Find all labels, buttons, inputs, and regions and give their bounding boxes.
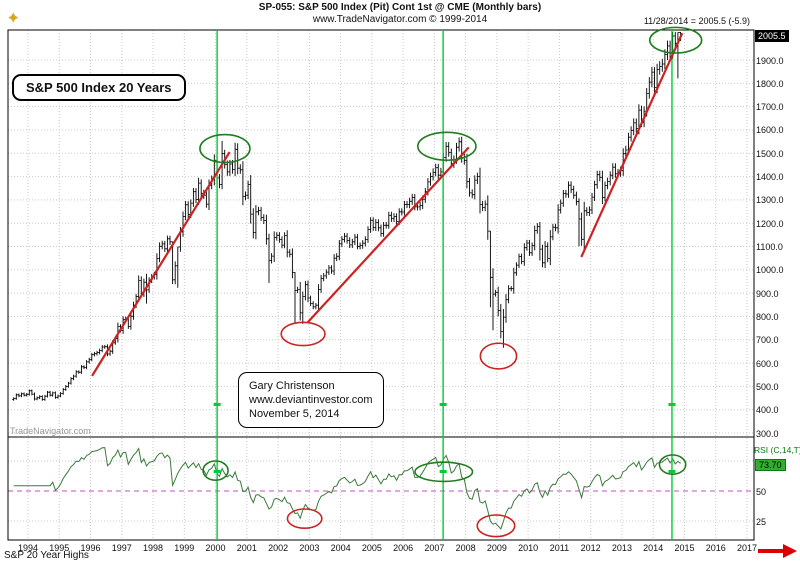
author-name: Gary Christenson	[249, 380, 335, 392]
price-axis-tick: 1100.0	[756, 242, 783, 252]
price-axis-tick: 1900.0	[756, 55, 784, 66]
time-axis-tick: 2010	[518, 543, 539, 553]
time-axis-tick: 2002	[268, 543, 289, 553]
time-axis-tick: 2012	[580, 543, 601, 553]
price-axis-tick: 500.0	[756, 381, 779, 392]
rsi-axis-tick: 50	[756, 486, 767, 497]
chart-title: SP-055: S&P 500 Index (Pit) Cont 1st @ C…	[258, 2, 542, 13]
last-price-badge: 2005.5	[755, 30, 789, 42]
time-axis-tick: 1995	[49, 543, 70, 553]
time-axis-tick: 2017	[736, 543, 757, 553]
price-axis-tick: 700.0	[756, 335, 779, 346]
time-axis-tick: 2003	[299, 543, 320, 553]
price-axis-tick: 900.0	[756, 288, 779, 299]
price-axis-tick: 1800.0	[756, 78, 784, 89]
rsi-indicator-label[interactable]: RSI (C,14,T)	[754, 445, 800, 455]
price-axis-tick: 1500.0	[756, 148, 784, 159]
price-axis-tick: 1200.0	[756, 218, 784, 229]
rsi-axis-tick: 25	[756, 516, 767, 527]
author-site: www.deviantinvestor.com	[249, 394, 373, 406]
time-axis-tick: 2004	[330, 543, 351, 553]
time-axis-tick: 2007	[424, 543, 445, 553]
time-axis-tick: 2016	[705, 543, 726, 553]
price-axis-tick: 1400.0	[756, 172, 784, 183]
time-axis-tick: 2005	[361, 543, 382, 553]
price-axis-tick: 300.0	[756, 428, 779, 439]
time-axis-tick: 1997	[111, 543, 132, 553]
time-axis-tick: 1994	[17, 543, 39, 553]
time-axis-tick: 2008	[455, 543, 476, 553]
price-axis-tick: 1300.0	[756, 195, 784, 206]
footer-label: S&P 20 Year Highs	[4, 550, 89, 561]
time-axis-tick: 2009	[486, 543, 507, 553]
author-annotation-box[interactable]: Gary Christenson www.deviantinvestor.com…	[238, 372, 384, 428]
trade-navigator-logo-icon[interactable]: ✦	[7, 10, 20, 27]
time-axis-tick: 2011	[549, 543, 570, 553]
time-axis-tick: 1999	[174, 543, 195, 553]
time-axis-tick: 1998	[143, 543, 164, 553]
time-axis-tick: 2014	[643, 543, 664, 553]
watermark: TradeNavigator.com	[10, 426, 91, 436]
time-axis-tick: 2006	[393, 543, 414, 553]
time-axis-tick: 2000	[205, 543, 226, 553]
author-date: November 5, 2014	[249, 408, 340, 420]
rsi-value-badge: 73.70	[755, 459, 786, 471]
time-axis-tick: 2015	[674, 543, 695, 553]
chart-subtitle: www.TradeNavigator.com © 1999-2014	[312, 14, 488, 25]
time-axis-tick: 2001	[236, 543, 257, 553]
price-axis-tick: 600.0	[756, 358, 779, 369]
price-axis-tick: 1600.0	[756, 125, 784, 136]
price-axis-tick: 800.0	[756, 311, 779, 322]
last-quote-readout: 11/28/2014 = 2005.5 (-5.9)	[643, 16, 750, 26]
price-axis-tick: 1000.0	[756, 265, 784, 276]
chart-annotation-label[interactable]: S&P 500 Index 20 Years	[12, 74, 186, 101]
time-axis-tick: 2013	[611, 543, 632, 553]
time-axis-tick: 1996	[80, 543, 101, 553]
price-axis-tick: 1700.0	[756, 102, 784, 113]
price-axis-tick: 400.0	[756, 405, 779, 416]
